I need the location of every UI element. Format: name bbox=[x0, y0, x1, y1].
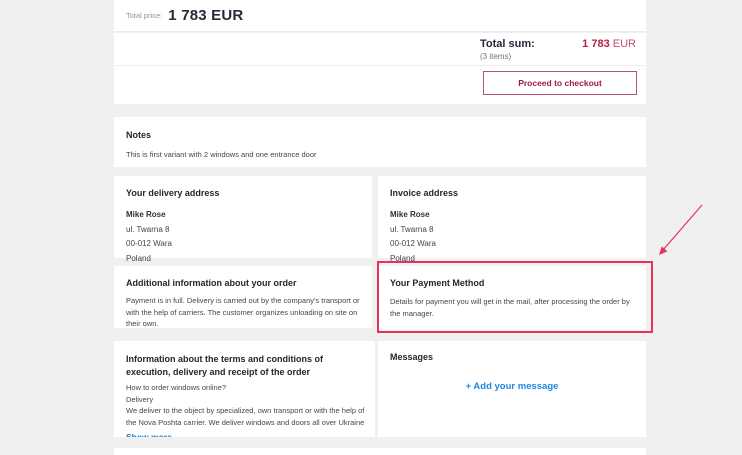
total-price-bar: Total price: 1 783 EUR bbox=[114, 0, 646, 32]
chevron-down-icon: ⌄ bbox=[174, 433, 181, 437]
messages-title: Messages bbox=[390, 352, 434, 362]
notes-title: Notes bbox=[126, 130, 152, 140]
delivery-address-street: ul. Twarna 8 bbox=[126, 224, 170, 234]
additional-info-card: Additional information about your order … bbox=[114, 266, 372, 328]
delivery-address-city: 00-012 Wara bbox=[126, 239, 172, 248]
terms-line: We deliver to the object by specialized,… bbox=[126, 406, 365, 427]
total-sum-label: Total sum: bbox=[480, 38, 535, 50]
total-price-label: Total price: bbox=[126, 11, 163, 20]
invoice-address-city: 00-012 Wara bbox=[390, 239, 436, 248]
payment-method-card: Your Payment Method Details for payment … bbox=[378, 266, 646, 330]
total-sum-currency: EUR bbox=[612, 38, 636, 50]
invoice-address-title: Invoice address bbox=[390, 188, 459, 198]
messages-card: Messages + Add your message bbox=[378, 341, 646, 437]
invoice-address-card: Invoice address Mike Rose ul. Twarna 8 0… bbox=[378, 176, 646, 263]
additional-info-title: Additional information about your order bbox=[126, 278, 297, 288]
payment-method-title: Your Payment Method bbox=[390, 278, 485, 288]
next-section-strip bbox=[114, 448, 646, 455]
total-price-value: 1 783 EUR bbox=[168, 7, 244, 24]
delivery-address-name: Mike Rose bbox=[126, 210, 166, 219]
summary-divider bbox=[114, 65, 646, 66]
terms-line: How to order windows online? bbox=[126, 383, 227, 392]
proceed-to-checkout-button[interactable]: Proceed to checkout bbox=[483, 71, 637, 95]
order-summary: Total sum: (3 items) 1 783 EUR Proceed t… bbox=[114, 33, 646, 104]
total-sum-amount: 1 783 bbox=[582, 38, 610, 50]
invoice-address-country: Poland bbox=[390, 253, 415, 263]
terms-line: Delivery bbox=[126, 394, 154, 404]
terms-card: Information about the terms and conditio… bbox=[114, 341, 375, 437]
notes-card: Notes This is first variant with 2 windo… bbox=[114, 117, 646, 167]
terms-body: How to order windows online? Delivery We… bbox=[126, 382, 367, 427]
show-more-link[interactable]: Show more ⌄ bbox=[126, 432, 181, 437]
notes-body: This is first variant with 2 windows and… bbox=[126, 150, 317, 159]
delivery-address-card: Your delivery address Mike Rose ul. Twar… bbox=[114, 176, 372, 263]
delivery-address-title: Your delivery address bbox=[126, 188, 220, 198]
add-message-link[interactable]: + Add your message bbox=[465, 381, 559, 392]
delivery-address-country: Poland bbox=[126, 253, 151, 263]
invoice-address-street: ul. Twarna 8 bbox=[390, 224, 434, 234]
invoice-address-name: Mike Rose bbox=[390, 210, 430, 219]
items-count: (3 items) bbox=[480, 52, 512, 61]
additional-info-body: Payment is in full. Delivery is carried … bbox=[126, 296, 360, 328]
total-sum-value: 1 783 EUR bbox=[582, 38, 636, 50]
terms-title: Information about the terms and conditio… bbox=[126, 354, 323, 377]
payment-method-body: Details for payment you will get in the … bbox=[390, 297, 630, 318]
